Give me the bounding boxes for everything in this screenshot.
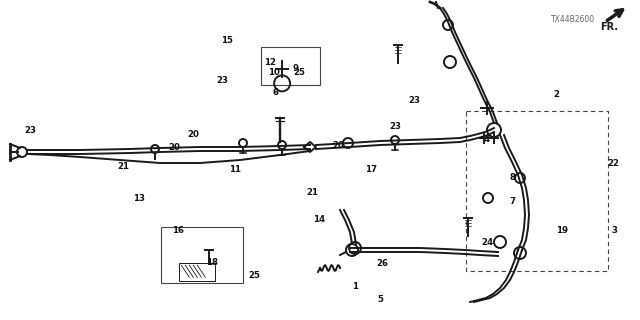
- Text: 6: 6: [272, 88, 278, 97]
- Text: 20: 20: [168, 143, 180, 152]
- Text: 15: 15: [221, 36, 233, 44]
- Text: 12: 12: [264, 58, 276, 67]
- Text: 23: 23: [25, 126, 36, 135]
- Text: 4: 4: [483, 135, 490, 144]
- Text: 22: 22: [607, 159, 619, 168]
- Text: 23: 23: [217, 76, 228, 84]
- Text: 11: 11: [230, 165, 241, 174]
- Text: 5: 5: [378, 295, 384, 304]
- Text: 16: 16: [172, 226, 184, 235]
- Text: 24: 24: [482, 238, 493, 247]
- Text: 17: 17: [365, 165, 377, 174]
- Text: 14: 14: [313, 215, 324, 224]
- Text: 8: 8: [509, 173, 515, 182]
- Text: 7: 7: [509, 197, 515, 206]
- Text: 10: 10: [268, 68, 280, 76]
- Bar: [161, 227, 243, 283]
- Text: 21: 21: [117, 162, 129, 171]
- Text: 3: 3: [611, 226, 618, 235]
- Text: 2: 2: [554, 90, 560, 99]
- Text: 23: 23: [409, 96, 420, 105]
- Text: 25: 25: [294, 68, 305, 77]
- Text: 23: 23: [390, 122, 401, 131]
- Text: 21: 21: [307, 188, 318, 196]
- Text: 13: 13: [134, 194, 145, 203]
- Text: 19: 19: [556, 226, 568, 235]
- Text: 1: 1: [352, 282, 358, 291]
- Text: 20: 20: [188, 130, 199, 139]
- Text: 20: 20: [332, 141, 344, 150]
- Text: 18: 18: [207, 258, 218, 267]
- Text: 26: 26: [377, 259, 388, 268]
- Text: 25: 25: [249, 271, 260, 280]
- Text: TX44B2600: TX44B2600: [551, 15, 595, 24]
- Bar: [179, 263, 215, 281]
- Bar: [466, 111, 608, 271]
- Bar: [261, 47, 320, 85]
- Text: 9: 9: [292, 64, 299, 73]
- Text: FR.: FR.: [600, 22, 618, 32]
